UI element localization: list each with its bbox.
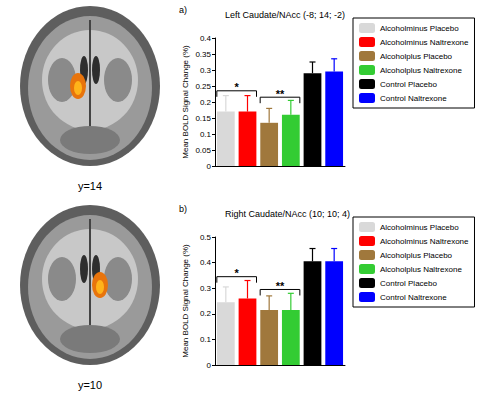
svg-text:Alcoholplus Naltrexone: Alcoholplus Naltrexone — [380, 265, 462, 274]
svg-text:0.4: 0.4 — [200, 258, 212, 267]
svg-text:Alcoholminus Placebo: Alcoholminus Placebo — [380, 24, 459, 33]
svg-text:y=10: y=10 — [78, 379, 102, 391]
svg-text:0.15: 0.15 — [195, 114, 211, 123]
svg-text:0.3: 0.3 — [200, 66, 212, 75]
svg-text:Control Naltrexone: Control Naltrexone — [380, 94, 447, 103]
svg-text:Mean BOLD Signal Change (%): Mean BOLD Signal Change (%) — [181, 244, 190, 358]
svg-text:0.1: 0.1 — [200, 130, 212, 139]
svg-text:Control Placebo: Control Placebo — [380, 279, 437, 288]
svg-text:Alcoholminus Naltrexone: Alcoholminus Naltrexone — [380, 38, 469, 47]
svg-text:Control Placebo: Control Placebo — [380, 80, 437, 89]
svg-text:0.1: 0.1 — [200, 335, 212, 344]
svg-text:0.35: 0.35 — [195, 50, 211, 59]
svg-text:a): a) — [179, 5, 187, 15]
svg-text:y=14: y=14 — [78, 180, 102, 192]
svg-text:0: 0 — [207, 361, 212, 370]
svg-text:Alcoholminus Naltrexone: Alcoholminus Naltrexone — [380, 237, 469, 246]
svg-text:0.4: 0.4 — [200, 34, 212, 43]
svg-text:Control Naltrexone: Control Naltrexone — [380, 293, 447, 302]
svg-text:0.25: 0.25 — [195, 82, 211, 91]
svg-text:Mean BOLD Signal Change (%): Mean BOLD Signal Change (%) — [181, 45, 190, 159]
svg-text:Alcoholminus Placebo: Alcoholminus Placebo — [380, 223, 459, 232]
svg-text:0: 0 — [207, 162, 212, 171]
svg-text:0.5: 0.5 — [200, 233, 212, 242]
svg-text:0.2: 0.2 — [200, 309, 212, 318]
svg-text:*: * — [235, 81, 240, 93]
svg-text:b): b) — [179, 204, 187, 214]
svg-text:0.2: 0.2 — [200, 98, 212, 107]
svg-text:**: ** — [276, 88, 285, 100]
svg-text:Left Caudate/NAcc (-8; 14; -2): Left Caudate/NAcc (-8; 14; -2) — [225, 10, 345, 20]
svg-text:*: * — [235, 267, 240, 279]
svg-text:0.05: 0.05 — [195, 146, 211, 155]
svg-text:**: ** — [276, 280, 285, 292]
svg-text:Right Caudate/NAcc (10; 10; 4): Right Caudate/NAcc (10; 10; 4) — [225, 209, 350, 219]
svg-text:Alcoholplus Placebo: Alcoholplus Placebo — [380, 251, 453, 260]
svg-text:0.3: 0.3 — [200, 284, 212, 293]
svg-text:Alcoholplus Naltrexone: Alcoholplus Naltrexone — [380, 66, 462, 75]
svg-text:Alcoholplus Placebo: Alcoholplus Placebo — [380, 52, 453, 61]
